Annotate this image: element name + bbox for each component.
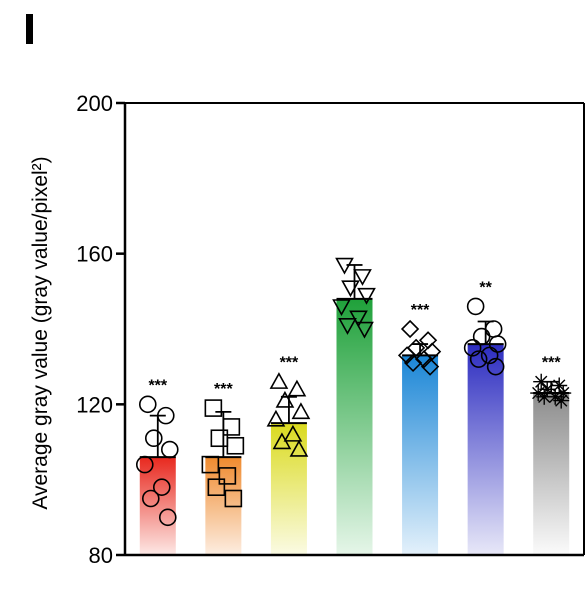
data-point-yellow	[269, 372, 289, 389]
data-point-yellow	[266, 409, 286, 427]
data-point-green	[338, 318, 357, 335]
data-point-blue	[403, 353, 423, 373]
data-point-indigo	[466, 297, 485, 316]
data-point-red	[141, 489, 160, 508]
data-point-red	[152, 478, 171, 497]
significance-blue: ***	[411, 302, 430, 319]
data-point-indigo	[469, 350, 488, 368]
data-point-red	[144, 429, 163, 448]
data-point-orange	[210, 429, 229, 448]
bar-green	[336, 298, 373, 555]
data-point-indigo	[480, 346, 499, 365]
bar-blue	[402, 355, 439, 555]
data-point-yellow	[283, 424, 303, 442]
data-point-blue	[397, 346, 417, 365]
y-tick-label-200: 200	[76, 91, 113, 116]
data-point-red	[138, 395, 157, 414]
data-point-orange	[226, 436, 245, 455]
bar-indigo	[467, 344, 504, 555]
data-point-orange	[201, 455, 220, 474]
significance-orange: ***	[214, 381, 233, 398]
data-point-yellow	[275, 390, 295, 408]
data-point-green	[355, 321, 374, 339]
data-point-orange	[224, 489, 243, 508]
data-point-indigo	[484, 320, 503, 338]
bars-layer	[139, 297, 570, 555]
data-point-orange	[204, 399, 223, 417]
data-point-indigo	[486, 357, 505, 376]
bar-red	[139, 457, 176, 555]
y-tick-label-120: 120	[76, 392, 113, 417]
bar-gray	[533, 393, 570, 555]
data-point-indigo	[472, 327, 491, 346]
data-point-orange	[222, 418, 241, 436]
y-tick-label-160: 160	[76, 242, 113, 267]
data-point-gray	[536, 388, 553, 405]
y-tick-label-80: 80	[89, 543, 113, 568]
data-point-blue	[406, 338, 426, 357]
data-point-blue	[420, 357, 440, 376]
axes-layer: 80 120 160 200	[76, 91, 585, 568]
data-point-yellow	[287, 379, 307, 397]
y-axis-label: Average gray value (gray value/pixel²)	[29, 156, 52, 509]
data-point-red	[135, 455, 154, 474]
data-point-orange	[207, 478, 226, 497]
data-point-red	[160, 440, 179, 459]
significance-yellow: ***	[280, 355, 299, 372]
data-point-blue	[400, 319, 420, 339]
data-point-gray	[553, 392, 570, 409]
data-point-red	[158, 508, 177, 527]
significance-indigo: **	[479, 279, 492, 296]
significance-gray: ***	[542, 355, 561, 372]
significance-layer: *** **************	[148, 279, 561, 398]
data-point-orange	[218, 467, 237, 485]
data-point-indigo	[463, 339, 482, 357]
data-point-yellow	[272, 432, 292, 450]
significance-red: ***	[148, 377, 167, 394]
data-point-yellow	[289, 439, 309, 457]
error-bars-layer	[149, 264, 560, 458]
data-point-green	[332, 299, 351, 317]
data-point-yellow	[291, 402, 311, 420]
data-point-green	[341, 280, 360, 298]
data-point-blue	[414, 350, 434, 369]
panel-letter: I	[26, 14, 33, 44]
data-point-green	[353, 269, 372, 286]
data-point-green	[357, 287, 376, 305]
